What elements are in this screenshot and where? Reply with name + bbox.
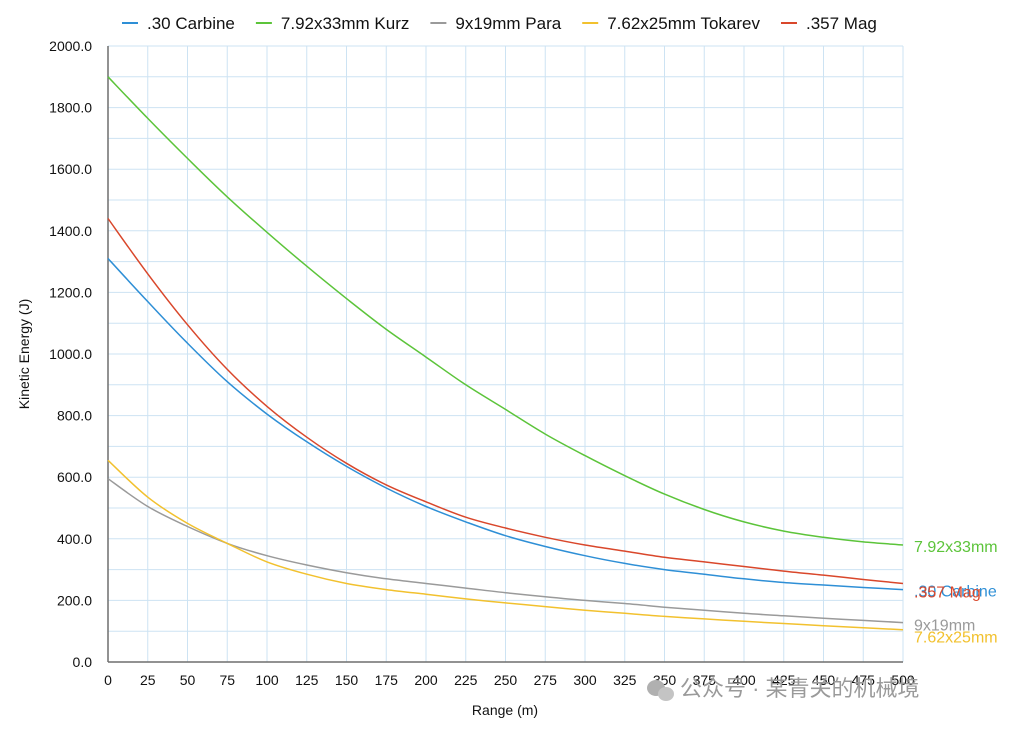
x-tick-label: 325 [613, 672, 637, 688]
legend-item-357-mag: .357 Mag [780, 14, 877, 33]
watermark-text: 公众号 · 某青关的机械境 [680, 676, 920, 701]
x-tick-label: 50 [180, 672, 196, 688]
x-tick-label: 200 [414, 672, 438, 688]
x-tick-label: 300 [573, 672, 597, 688]
y-tick-label: 400.0 [57, 531, 92, 547]
end-label-357-mag: .357 Mag [914, 584, 981, 601]
x-axis-title: Range (m) [472, 702, 538, 718]
x-tick-label: 0 [104, 672, 112, 688]
legend-item-7-62x25mm-tokarev: 7.62x25mm Tokarev [582, 14, 760, 33]
series-line-7-92x33mm-kurz [107, 76, 904, 546]
series-line-9x19mm-para [107, 478, 904, 624]
end-label-7-62x25mm-tokarev: 7.62x25mm [914, 630, 998, 647]
y-tick-label: 600.0 [57, 469, 92, 485]
y-tick-label: 1000.0 [49, 346, 92, 362]
end-label-7-92x33mm-kurz: 7.92x33mm [914, 539, 998, 556]
series-line-357-mag [107, 218, 904, 585]
x-tick-label: 250 [494, 672, 518, 688]
x-tick-label: 425 [772, 672, 796, 688]
legend-item-7-92x33mm-kurz: 7.92x33mm Kurz [255, 14, 410, 33]
series-line-7-62x25mm-tokarev [107, 459, 904, 631]
x-tick-label: 150 [335, 672, 359, 688]
x-tick-label: 225 [454, 672, 478, 688]
y-tick-label: 200.0 [57, 592, 92, 608]
legend-label: 7.62x25mm Tokarev [607, 14, 760, 33]
y-tick-label: 1200.0 [49, 284, 92, 300]
y-tick-label: 2000.0 [49, 38, 92, 54]
legend-label: .30 Carbine [147, 14, 235, 33]
y-tick-label: 1800.0 [49, 100, 92, 116]
x-tick-label: 475 [852, 672, 876, 688]
legend-label: 7.92x33mm Kurz [281, 14, 410, 33]
legend-item-9x19mm-para: 9x19mm Para [430, 14, 562, 33]
x-tick-label: 450 [812, 672, 836, 688]
end-label-30-carbine: .30 Carbine [914, 584, 997, 601]
y-axis-title: Kinetic Energy (J) [16, 299, 32, 409]
x-tick-label: 500 [891, 672, 915, 688]
x-tick-label: 75 [219, 672, 235, 688]
y-tick-label: 1600.0 [49, 161, 92, 177]
legend: .30 Carbine 7.92x33mm Kurz 9x19mm Para 7.62… [122, 14, 877, 33]
legend-label: 9x19mm Para [455, 14, 561, 33]
y-tick-label: 800.0 [57, 408, 92, 424]
wechat-icon [647, 680, 674, 701]
watermark: 公众号 · 某青关的机械境 [647, 676, 920, 701]
grid [107, 45, 904, 663]
x-tick-label: 175 [375, 672, 399, 688]
legend-label: .357 Mag [806, 14, 877, 33]
y-tick-label: 1400.0 [49, 223, 92, 239]
x-tick-label: 375 [693, 672, 717, 688]
x-tick-label: 100 [255, 672, 279, 688]
x-tick-label: 275 [534, 672, 558, 688]
legend-item-30-carbine: .30 Carbine [122, 14, 235, 33]
x-tick-label: 400 [732, 672, 756, 688]
series-line-30-carbine [107, 257, 904, 591]
axes: 0 25 50 75 100 125 150 175 200 225 250 275 300 325 350… [49, 38, 915, 688]
series-lines [107, 76, 904, 631]
y-tick-label: 0.0 [73, 654, 93, 670]
x-tick-label: 25 [140, 672, 156, 688]
x-tick-label: 125 [295, 672, 319, 688]
end-label-9x19mm-para: 9x19mm [914, 618, 975, 635]
